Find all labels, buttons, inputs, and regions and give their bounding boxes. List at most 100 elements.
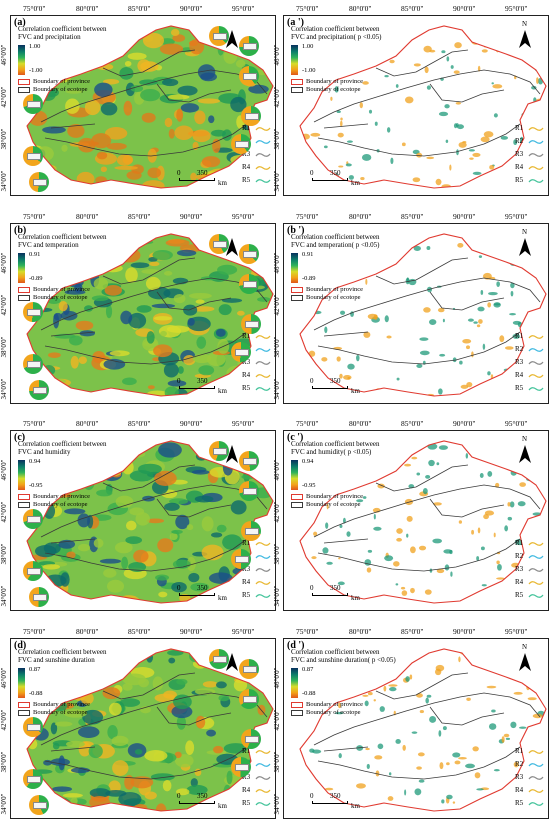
scale-zero: 0	[177, 792, 181, 800]
scale-value: 350	[197, 169, 208, 177]
pie-tag	[243, 696, 257, 703]
map-canvas	[299, 233, 547, 397]
pie-inset	[209, 441, 229, 461]
map-panel: (d ') Correlation coefficient between FVC …	[283, 638, 549, 819]
colorbar-max: 0.87	[29, 666, 41, 673]
pie-inset	[23, 354, 43, 374]
region-glyph-icon	[528, 802, 544, 806]
longitude-label: 75°0'0"	[296, 212, 319, 221]
legend-title-line: Correlation coefficient between	[18, 25, 107, 33]
region-label: R1	[515, 747, 524, 755]
pie-inset	[231, 134, 251, 154]
region-glyph-icon	[528, 140, 544, 144]
colorbar	[291, 45, 298, 75]
longitude-label: 90°0'0"	[180, 419, 203, 428]
map-panel: (c ') Correlation coefficient between FVC …	[283, 430, 549, 611]
latitude-label: 42°0'0"	[273, 86, 281, 108]
pie-inset	[23, 302, 43, 322]
region-glyph-icon	[528, 179, 544, 183]
longitude-label: 80°0'0"	[349, 419, 372, 428]
latitude-label: 42°0'0"	[273, 501, 281, 523]
longitude-label: 90°0'0"	[453, 419, 476, 428]
longitude-label: 75°0'0"	[23, 627, 46, 636]
colorbar-max: 0.94	[302, 458, 314, 465]
region-glyph-icon	[528, 763, 544, 767]
colorbar-min: -1.00	[29, 67, 43, 74]
region-glyph-icon	[528, 166, 544, 170]
pie-tag	[245, 736, 259, 743]
panel-label: (a ')	[287, 17, 304, 28]
colorbar-max: 0.91	[29, 251, 41, 258]
scale-unit: km	[351, 387, 360, 395]
longitude-label: 85°0'0"	[401, 212, 424, 221]
longitude-label: 85°0'0"	[128, 4, 151, 13]
region-glyph-icon	[255, 763, 271, 767]
pie-inset	[29, 587, 49, 607]
scale-value: 350	[197, 792, 208, 800]
longitude-label: 75°0'0"	[296, 627, 319, 636]
province-boundary-swatch	[18, 702, 30, 708]
province-boundary-label: Boundary of province	[33, 493, 91, 500]
map-panel: (d) Correlation coefficient between FVC an…	[10, 638, 276, 819]
pie-tag	[245, 113, 259, 120]
scale-unit: km	[351, 594, 360, 602]
colorbar	[291, 253, 298, 283]
scale-value: 350	[330, 169, 341, 177]
legend-title-line: Correlation coefficient between	[18, 648, 107, 656]
longitude-label: 80°0'0"	[76, 419, 99, 428]
ecotope-boundary-swatch	[291, 87, 303, 93]
longitude-label: 95°0'0"	[505, 4, 528, 13]
longitude-label: 95°0'0"	[505, 419, 528, 428]
scale-zero: 0	[310, 377, 314, 385]
scale-value: 350	[197, 584, 208, 592]
latitude-label: 34°0'0"	[273, 585, 281, 607]
scale-value: 350	[197, 377, 208, 385]
legend-title: Correlation coefficient between FVC and s…	[291, 648, 471, 664]
pie-tag	[213, 241, 227, 248]
longitude-label: 95°0'0"	[505, 212, 528, 221]
region-label: R5	[515, 591, 524, 599]
map-canvas	[299, 648, 547, 812]
pie-inset	[231, 342, 251, 362]
colorbar	[18, 253, 25, 283]
pie-tag	[33, 387, 47, 394]
pie-tag	[235, 349, 249, 356]
colorbar-min: -0.95	[29, 482, 43, 489]
longitude-label: 85°0'0"	[401, 4, 424, 13]
legend-title: Correlation coefficient between FVC and h…	[18, 440, 198, 456]
region-label: R4	[515, 578, 524, 586]
region-glyph-icon	[255, 568, 271, 572]
region-label: R2	[515, 345, 524, 353]
pie-inset	[239, 481, 259, 501]
scale-zero: 0	[177, 169, 181, 177]
latitude-label: 34°0'0"	[0, 793, 8, 815]
region-label: R3	[242, 773, 251, 781]
colorbar-min: -0.95	[302, 482, 316, 489]
longitude-label: 90°0'0"	[453, 4, 476, 13]
pie-inset	[241, 729, 261, 749]
latitude-label: 38°0'0"	[0, 336, 8, 358]
longitude-label: 75°0'0"	[296, 4, 319, 13]
pie-tag	[213, 448, 227, 455]
pie-tag	[27, 516, 41, 523]
map-canvas	[26, 440, 274, 604]
region-glyph-icon	[528, 374, 544, 378]
longitude-label: 90°0'0"	[453, 627, 476, 636]
pie-inset	[239, 36, 259, 56]
region-glyph-icon	[528, 568, 544, 572]
region-label: R2	[515, 760, 524, 768]
pie-tag	[243, 458, 257, 465]
region-label: R3	[515, 565, 524, 573]
longitude-label: 90°0'0"	[180, 212, 203, 221]
latitude-label: 42°0'0"	[0, 709, 8, 731]
pie-inset	[241, 106, 261, 126]
legend-title-line: FVC and temperation( p <0.05)	[291, 241, 380, 249]
pie-tag	[243, 488, 257, 495]
ecotope-boundary-label: Boundary of ecotope	[33, 501, 88, 508]
legend-title-line: FVC and sunshine duration	[18, 656, 95, 664]
panel-label: (c ')	[287, 432, 304, 443]
north-arrow-icon	[226, 30, 238, 48]
latitude-label: 38°0'0"	[0, 751, 8, 773]
latitude-label: 34°0'0"	[0, 378, 8, 400]
region-glyph-icon	[528, 127, 544, 131]
